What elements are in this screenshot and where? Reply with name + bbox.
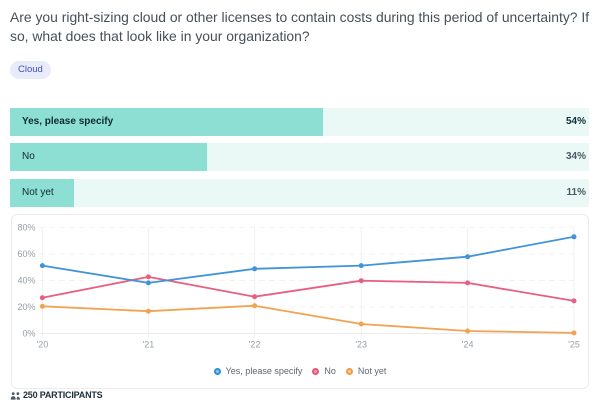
- svg-text:'24: '24: [462, 340, 474, 350]
- svg-text:'21: '21: [143, 340, 155, 350]
- svg-text:'20: '20: [37, 340, 49, 350]
- svg-text:'22: '22: [249, 340, 261, 350]
- svg-text:60%: 60%: [17, 249, 35, 259]
- svg-text:'25: '25: [568, 340, 580, 350]
- svg-text:'23: '23: [355, 340, 367, 350]
- svg-text:0%: 0%: [22, 329, 35, 339]
- svg-text:40%: 40%: [17, 276, 35, 286]
- svg-text:80%: 80%: [17, 223, 35, 233]
- svg-text:20%: 20%: [17, 302, 35, 312]
